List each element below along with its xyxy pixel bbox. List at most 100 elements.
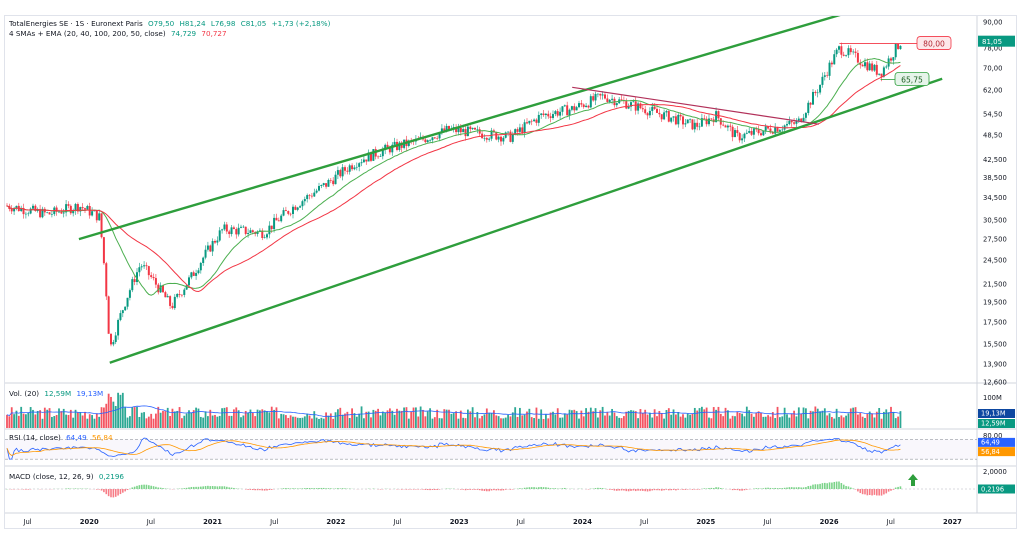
volume-bar [424, 416, 427, 428]
rsi-ma-badge [978, 447, 1015, 457]
volume-bar [237, 410, 240, 428]
macd-histogram-bar [74, 488, 77, 489]
time-axis-label: 2020 [80, 518, 99, 526]
candle-body [778, 130, 781, 132]
volume-bar [677, 411, 680, 428]
candle-body [473, 127, 476, 130]
volume-bar [897, 416, 899, 428]
volume-bar [833, 418, 836, 428]
rsi-ma-line [6, 439, 901, 456]
macd-histogram-bar [852, 488, 854, 489]
candle-body [381, 149, 384, 157]
volume-bar [263, 410, 266, 428]
macd-histogram-bar [866, 489, 869, 496]
candle-body [781, 129, 784, 131]
candle-body [296, 207, 299, 210]
volume-bar [188, 410, 190, 428]
volume-bar [757, 411, 760, 428]
candle-body [436, 138, 439, 139]
macd-histogram-bar [299, 488, 301, 489]
volume-bar [346, 411, 349, 428]
macd-histogram-bar [644, 489, 646, 492]
price-axis-label: 62,00 [983, 87, 1002, 95]
rsi-badge [978, 437, 1015, 447]
candle-body [551, 114, 554, 118]
volume-bar [282, 414, 285, 428]
candle-body [819, 84, 822, 93]
candle-body [696, 122, 699, 127]
volume-bar [490, 413, 493, 428]
volume-bar [51, 416, 53, 428]
volume-bar [554, 414, 557, 428]
candle-body [119, 313, 122, 320]
volume-header: Vol. (20) 12,59M 19,13M [9, 389, 106, 398]
candle-body [169, 296, 172, 306]
volume-bar [105, 403, 108, 428]
candle-body [525, 122, 528, 124]
macd-histogram-bar [471, 489, 474, 490]
price-axis-label: 27,500 [983, 236, 1007, 244]
candle-body [124, 306, 127, 311]
candle-body [247, 233, 250, 234]
candle-body [894, 43, 897, 58]
candle-body [629, 102, 632, 107]
candle-body [885, 66, 888, 68]
candle-body [98, 213, 101, 221]
macd-histogram-bar [838, 481, 840, 489]
volume-bar [121, 392, 124, 428]
candle-body [863, 62, 866, 67]
candle-body [310, 195, 313, 197]
candle-body [206, 245, 209, 250]
volume-bar [403, 407, 405, 428]
macd-histogram-bar [412, 489, 415, 490]
macd-histogram-bar [658, 489, 661, 491]
macd-histogram-bar [885, 489, 888, 494]
chart-canvas[interactable]: 90,00 78,00 70,00 62,00 54,50 48,50 42,500 38,5… [5, 16, 1016, 528]
volume-bar [686, 413, 689, 428]
candle-body [807, 102, 810, 113]
candle-body [542, 113, 545, 116]
candle-body [187, 277, 190, 286]
macd-histogram-bar [597, 487, 599, 489]
volume-bar [155, 413, 157, 428]
macd-histogram-bar [549, 488, 552, 489]
macd-histogram-bar [162, 488, 164, 489]
macd-histogram-bar [672, 489, 675, 490]
candle-body [769, 128, 772, 133]
candle-body [384, 144, 387, 150]
candle-body [837, 46, 840, 50]
candle-body [308, 195, 311, 196]
macd-histogram-bar [200, 486, 202, 489]
volume-bar [675, 414, 677, 428]
candle-body [521, 127, 524, 134]
volume-bar [65, 414, 67, 428]
volume-bar [771, 412, 774, 428]
volume-bar [410, 411, 413, 428]
candle-body [646, 113, 649, 116]
volume-bar [849, 408, 852, 428]
candle-body [793, 122, 796, 124]
volume-bar [25, 414, 27, 428]
macd-histogram-bar [322, 487, 325, 489]
volume-bar [682, 414, 684, 428]
candle-body [856, 52, 859, 63]
price-axis-label: 78,00 [983, 45, 1002, 53]
volume-bar [261, 409, 264, 428]
time-axis-label: Jul [516, 518, 525, 526]
volume-bar [289, 415, 292, 428]
price-axis-label: 54,50 [983, 110, 1002, 118]
candle-body [861, 64, 864, 67]
candle-body [847, 48, 850, 56]
macd-histogram-bar [460, 489, 462, 490]
volume-bar [384, 412, 387, 428]
macd-histogram-bar [426, 489, 429, 491]
candle-body [242, 226, 245, 228]
candle-body [346, 170, 349, 172]
volume-bar [329, 413, 332, 428]
macd-histogram-bar [221, 486, 223, 489]
volume-bar [173, 411, 176, 428]
volume-bar [495, 415, 498, 428]
candle-body [433, 137, 436, 139]
macd-histogram-bar [509, 489, 512, 490]
macd-histogram-bar [136, 485, 138, 489]
